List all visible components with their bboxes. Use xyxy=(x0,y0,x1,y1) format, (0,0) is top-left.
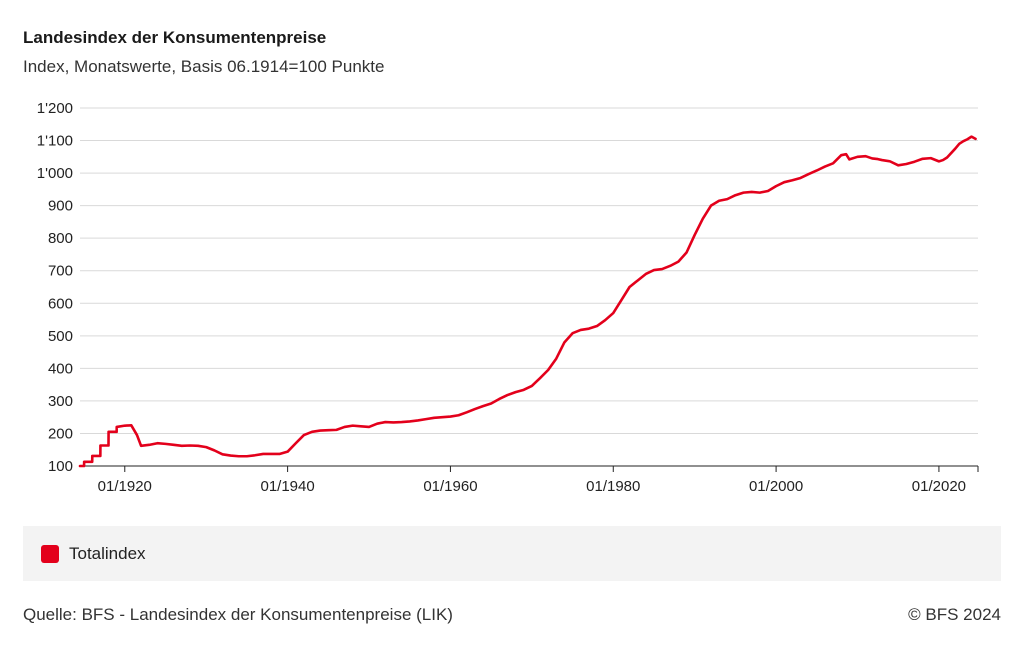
y-axis-labels: 100 200 300 400 500 600 700 800 900 1'000 1'100 1'2… xyxy=(37,100,73,475)
x-tick-label: 01/1940 xyxy=(260,478,314,495)
grid-lines xyxy=(80,107,978,434)
y-tick-label: 300 xyxy=(48,393,73,410)
chart-title: Landesindex der Konsumentenpreise xyxy=(23,28,327,47)
y-tick-label: 500 xyxy=(48,328,73,345)
series-layer xyxy=(78,135,977,468)
legend-swatch xyxy=(41,545,59,563)
legend-label: Totalindex xyxy=(69,544,146,563)
y-tick-label: 1'000 xyxy=(37,165,73,182)
y-tick-label: 1'200 xyxy=(37,100,73,117)
y-tick-label: 100 xyxy=(48,458,73,475)
y-tick-label: 1'100 xyxy=(37,133,73,150)
y-tick-label: 400 xyxy=(48,360,73,377)
y-tick-label: 200 xyxy=(48,425,73,442)
legend-item-totalindex[interactable]: Totalindex xyxy=(41,544,146,564)
copyright-note: © BFS 2024 xyxy=(908,605,1001,624)
x-tick-label: 01/1960 xyxy=(423,478,477,495)
x-tick-label: 01/2020 xyxy=(912,478,966,495)
line-chart: 100 200 300 400 500 600 700 800 900 1'000 1'100 1'2… xyxy=(37,100,979,495)
y-tick-label: 900 xyxy=(48,198,73,215)
legend: Totalindex xyxy=(23,526,1001,581)
series-line-totalindex xyxy=(78,135,977,468)
x-tick-label: 01/1980 xyxy=(586,478,640,495)
y-tick-label: 700 xyxy=(48,263,73,280)
x-axis: 01/1920 01/1940 01/1960 01/1980 01/2000 01/20… xyxy=(80,465,979,495)
chart-subtitle: Index, Monatswerte, Basis 06.1914=100 Pu… xyxy=(23,57,385,76)
x-tick-label: 01/2000 xyxy=(749,478,803,495)
source-note: Quelle: BFS - Landesindex der Konsumente… xyxy=(23,605,453,624)
x-tick-label: 01/1920 xyxy=(98,478,152,495)
y-tick-label: 600 xyxy=(48,295,73,312)
y-tick-label: 800 xyxy=(48,230,73,247)
